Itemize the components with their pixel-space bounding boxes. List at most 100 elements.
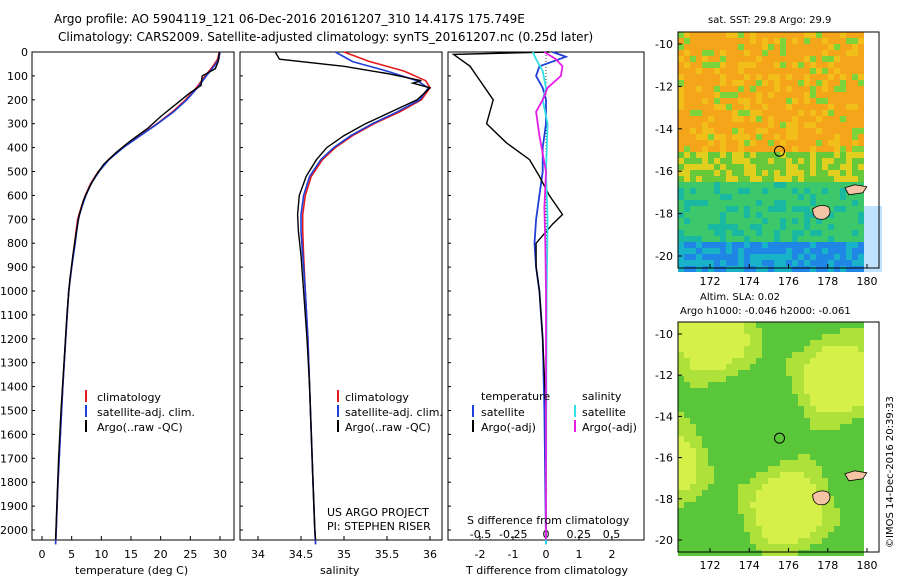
map-cell — [816, 460, 822, 466]
map-cell — [846, 248, 852, 254]
map-cell — [816, 400, 822, 406]
map-cell — [864, 364, 870, 370]
map-cell — [804, 176, 810, 182]
map-cell — [732, 460, 738, 466]
map-cell — [678, 158, 684, 164]
map-cell — [858, 98, 864, 104]
map-cell — [726, 352, 732, 358]
map-cell — [852, 454, 858, 460]
map-cell — [690, 496, 696, 502]
map-cell — [834, 260, 840, 266]
map-cell — [684, 38, 690, 44]
map-cell — [786, 364, 792, 370]
map-cell — [798, 92, 804, 98]
map-cell — [846, 346, 852, 352]
map-cell — [690, 248, 696, 254]
map-cell — [846, 520, 852, 526]
map-cell — [852, 526, 858, 532]
map-cell — [798, 200, 804, 206]
map-cell — [726, 514, 732, 520]
map-cell — [756, 400, 762, 406]
map-cell — [750, 140, 756, 146]
map-cell — [798, 170, 804, 176]
map-cell — [738, 56, 744, 62]
map-cell — [864, 322, 870, 328]
map-cell — [780, 44, 786, 50]
s-tick-label: -0.5 — [470, 528, 491, 541]
map-cell — [678, 266, 684, 272]
map-cell — [708, 496, 714, 502]
map-cell — [684, 484, 690, 490]
map-cell — [732, 466, 738, 472]
map-cell — [816, 254, 822, 260]
map-cell — [708, 128, 714, 134]
map-cell — [762, 388, 768, 394]
map-cell — [774, 146, 780, 152]
map-cell — [768, 502, 774, 508]
map-cell — [786, 50, 792, 56]
map-cell — [810, 394, 816, 400]
map-cell — [828, 176, 834, 182]
s-tick-label: -0.25 — [499, 528, 527, 541]
map-cell — [864, 544, 870, 550]
map-cell — [774, 424, 780, 430]
map-cell — [756, 32, 762, 38]
map-cell — [684, 394, 690, 400]
map-cell — [864, 62, 870, 68]
map-cell — [864, 86, 870, 92]
map-cell — [816, 146, 822, 152]
map-cell — [744, 92, 750, 98]
map-cell — [780, 62, 786, 68]
map-cell — [750, 520, 756, 526]
map-cell — [732, 224, 738, 230]
map-cell — [750, 104, 756, 110]
map-cell — [738, 122, 744, 128]
map-cell — [678, 68, 684, 74]
series-line-satellite-adj-clim- — [300, 51, 430, 545]
map-cell — [780, 128, 786, 134]
map-cell — [828, 532, 834, 538]
map-cell — [756, 260, 762, 266]
map-cell — [720, 74, 726, 80]
map-cell — [810, 538, 816, 544]
map-cell — [852, 116, 858, 122]
map-cell — [852, 370, 858, 376]
map-cell — [798, 388, 804, 394]
map-cell — [798, 242, 804, 248]
map-cell — [804, 334, 810, 340]
map-cell — [804, 352, 810, 358]
x-tick-label: 25 — [183, 548, 197, 561]
map-cell — [798, 376, 804, 382]
map-cell — [696, 436, 702, 442]
map-cell — [804, 236, 810, 242]
map-cell — [840, 550, 846, 556]
map-cell — [846, 134, 852, 140]
map-cell — [744, 146, 750, 152]
map-cell — [684, 32, 690, 38]
map-cell — [810, 358, 816, 364]
map-cell — [840, 194, 846, 200]
map-cell — [744, 212, 750, 218]
map-cell — [870, 478, 876, 484]
map-cell — [804, 388, 810, 394]
map-cell — [846, 164, 852, 170]
map-cell — [840, 412, 846, 418]
map-cell — [702, 122, 708, 128]
map-cell — [834, 86, 840, 92]
map-cell — [708, 466, 714, 472]
map-cell — [678, 418, 684, 424]
map-cell — [762, 376, 768, 382]
map-cell — [726, 146, 732, 152]
map-cell — [714, 50, 720, 56]
map-cell — [678, 400, 684, 406]
x-tick-label: 1 — [576, 548, 583, 561]
map-cell — [678, 62, 684, 68]
map-cell — [810, 490, 816, 496]
map-cell — [708, 158, 714, 164]
map-cell — [852, 230, 858, 236]
map-cell — [732, 218, 738, 224]
map-cell — [690, 442, 696, 448]
map-cell — [690, 322, 696, 328]
map-cell — [840, 478, 846, 484]
map-cell — [858, 430, 864, 436]
